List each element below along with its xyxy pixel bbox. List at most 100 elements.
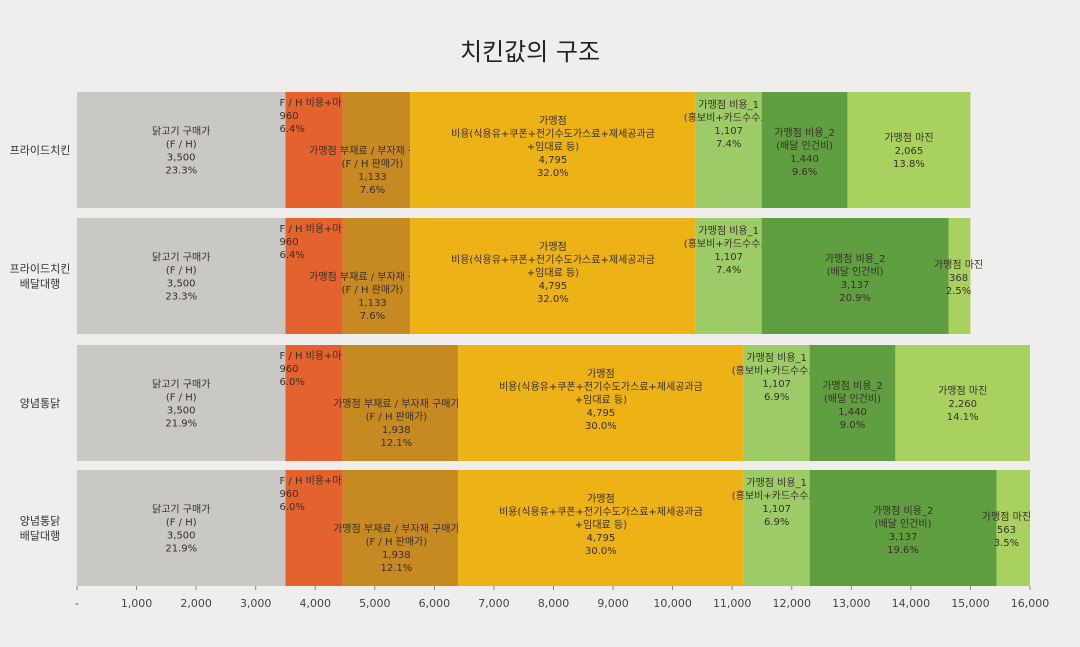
bar-segment <box>342 92 411 208</box>
segment-label: 가맹점 비용_2 <box>873 505 934 517</box>
bar-segment <box>761 92 848 208</box>
segment-label: 9.6% <box>792 167 817 178</box>
segment-label: 23.3% <box>165 292 197 303</box>
bar-segment <box>695 92 762 208</box>
bar-segment <box>342 345 459 461</box>
segment-label: (배달 인건비) <box>827 266 884 278</box>
x-tick-label: 9,000 <box>597 597 629 610</box>
segment-label: 1,938 <box>382 550 411 561</box>
segment-label: 6.0% <box>279 502 304 513</box>
bar-segment <box>410 92 696 208</box>
segment-label: 비용(식용유+쿠폰+전기수도가스료+제세공과금 <box>499 381 703 393</box>
segment-label: (홍보비+카드수수료) <box>732 364 822 377</box>
segment-label: (F / H 판매가) <box>342 284 404 296</box>
segment-label: (F / H 판매가) <box>342 158 404 170</box>
segment-label: 가맹점 비용_1 <box>746 477 807 489</box>
segment-label: 6.9% <box>764 392 789 403</box>
category-label: 양념통닭 <box>20 397 60 410</box>
category-label: 배달대행 <box>20 530 60 543</box>
segment-label: 12.1% <box>380 563 412 574</box>
chart-title: 치킨값의 구조 <box>460 38 600 66</box>
bar-segment <box>948 218 971 334</box>
segment-label: 가맹점 마진 <box>982 511 1031 523</box>
segment-label: 가맹점 비용_1 <box>746 352 807 364</box>
segment-label: 1,440 <box>790 154 819 165</box>
segment-label: F / H 비용+마진 <box>279 223 350 235</box>
bar-segment <box>77 470 286 586</box>
segment-label: 21.9% <box>165 544 197 555</box>
bar-segment <box>809 345 896 461</box>
segment-label: 960 <box>279 237 298 248</box>
x-tick-label: 1,000 <box>121 597 153 610</box>
x-tick-label: 15,000 <box>951 597 990 610</box>
segment-label: (F / H 판매가) <box>366 411 428 423</box>
segment-label: 19.6% <box>887 545 919 556</box>
segment-label: 7.4% <box>716 265 741 276</box>
bar-segment <box>743 345 810 461</box>
segment-label: 13.8% <box>893 159 925 170</box>
segment-label: 6.9% <box>764 517 789 528</box>
x-tick-label: 7,000 <box>478 597 510 610</box>
bar-segment <box>342 470 459 586</box>
bar-segment <box>809 470 997 586</box>
segment-label: +임대료 등) <box>575 518 627 531</box>
segment-label: 가맹점 부재료 / 부자재 구매가 <box>309 145 435 157</box>
segment-label: 1,107 <box>762 504 791 515</box>
segment-label: 6.0% <box>279 377 304 388</box>
segment-label: 가맹점 <box>539 241 567 253</box>
bar-segment <box>458 345 744 461</box>
segment-label: 1,107 <box>714 126 743 137</box>
segment-label: 4,795 <box>587 408 616 419</box>
segment-label: 7.4% <box>716 139 741 150</box>
segment-label: 가맹점 비용_1 <box>698 225 759 237</box>
x-tick-label: 6,000 <box>419 597 451 610</box>
bar-segment <box>77 218 286 334</box>
segment-label: (홍보비+카드수수료) <box>684 237 774 250</box>
x-axis: - 1,000 2,000 3,000 4,000 5,000 6,000 7,000 8,00… <box>75 586 1049 610</box>
segment-label: 닭고기 구매가 <box>152 126 210 138</box>
segment-label: 비용(식용유+쿠폰+전기수도가스료+제세공과금 <box>499 506 703 518</box>
category-label: 프라이드치킨 <box>10 144 71 157</box>
bar-segment <box>285 345 343 461</box>
segment-label: 3,500 <box>167 406 196 417</box>
segment-label: (홍보비+카드수수료) <box>684 111 774 124</box>
segment-label: 6.4% <box>279 124 304 135</box>
segment-label: 가맹점 마진 <box>938 385 987 397</box>
segment-label: 21.9% <box>165 419 197 430</box>
segment-label: 32.0% <box>537 294 569 305</box>
bar-segment <box>761 218 949 334</box>
segment-label: 2,260 <box>948 399 977 410</box>
segment-label: 1,107 <box>762 379 791 390</box>
segment-label: 1,107 <box>714 252 743 263</box>
segment-label: 6.4% <box>279 250 304 261</box>
segment-label: 3,500 <box>167 279 196 290</box>
segment-label: 가맹점 부재료 / 부자재 구매가 <box>309 271 435 283</box>
segment-label: 3,137 <box>841 280 870 291</box>
segment-label: 가맹점 비용_2 <box>822 380 883 392</box>
segment-label: 가맹점 부재료 / 부자재 구매가 <box>333 398 459 410</box>
segment-label: 가맹점 비용_1 <box>698 99 759 111</box>
segment-label: +임대료 등) <box>527 266 579 279</box>
segment-label: 4,795 <box>587 533 616 544</box>
segment-label: 가맹점 마진 <box>884 132 933 144</box>
segment-label: 7.6% <box>360 185 385 196</box>
segment-label: (배달 인건비) <box>824 393 881 405</box>
segment-label: 1,440 <box>838 407 867 418</box>
segment-label: 960 <box>279 364 298 375</box>
segment-label: 1,133 <box>358 298 387 309</box>
segment-label: (F / H) <box>166 518 197 529</box>
segment-label: 20.9% <box>839 293 871 304</box>
bar-segment <box>77 92 286 208</box>
bar-row: 양념통닭 닭고기 구매가 (F / H) 3,500 21.9% F / H 비용+마진 9… <box>20 345 1030 461</box>
bar-segment <box>285 218 343 334</box>
segment-label: 30.0% <box>585 546 617 557</box>
segment-label: 1,133 <box>358 172 387 183</box>
segment-label: 368 <box>949 273 968 284</box>
segment-label: 1,938 <box>382 425 411 436</box>
segment-label: 가맹점 마진 <box>934 259 983 271</box>
segment-label: (F / H) <box>166 140 197 151</box>
segment-label: 4,795 <box>539 281 568 292</box>
bar-segment <box>996 470 1030 586</box>
segment-label: 30.0% <box>585 421 617 432</box>
segment-label: 23.3% <box>165 166 197 177</box>
